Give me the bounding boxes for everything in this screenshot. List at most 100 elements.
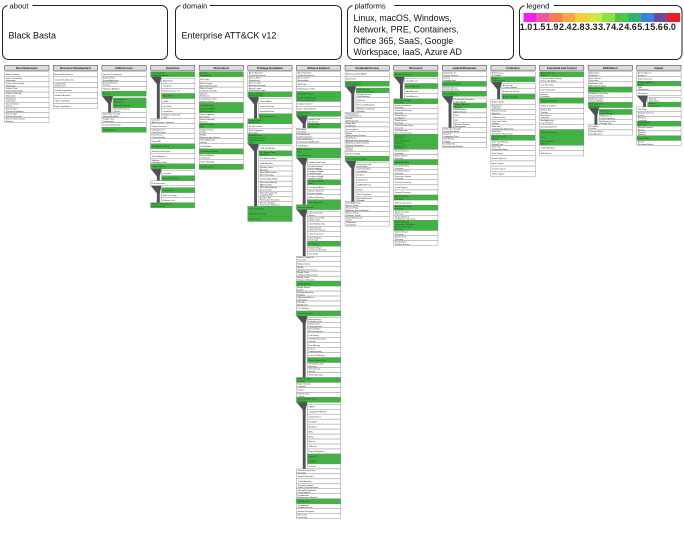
svg-text:Adversary-in-: Adversary-in- xyxy=(492,72,504,75)
svg-text:Process Injection: Process Injection xyxy=(249,208,264,211)
svg-text:AppleScript: AppleScript xyxy=(163,80,173,83)
svg-text:Disable or Modify: Disable or Modify xyxy=(309,171,324,173)
svg-text:Rootkit: Rootkit xyxy=(298,389,304,392)
svg-text:Input Capture: Input Capture xyxy=(346,128,358,131)
svg-text:Exploitation for: Exploitation for xyxy=(152,129,165,132)
svg-text:Discovery: Discovery xyxy=(395,127,404,129)
svg-text:Resolution: Resolution xyxy=(541,95,550,98)
svg-text:Gather Victim Host: Gather Victim Host xyxy=(6,77,23,80)
svg-text:Compromise Accounts: Compromise Accounts xyxy=(54,78,73,81)
svg-text:Impair Command: Impair Command xyxy=(309,191,324,193)
svg-text:Memory Injection: Memory Injection xyxy=(309,330,324,333)
svg-text:3.3: 3.3 xyxy=(585,22,598,32)
svg-text:Network Medium: Network Medium xyxy=(589,95,604,98)
svg-text:Data: Data xyxy=(638,86,643,89)
svg-text:Phishing for: Phishing for xyxy=(6,98,17,100)
svg-text:Process: Process xyxy=(309,349,316,351)
svg-text:Management: Management xyxy=(454,125,466,128)
svg-text:Cloud Firewall: Cloud Firewall xyxy=(309,173,322,175)
svg-text:Forced: Forced xyxy=(346,118,352,120)
svg-text:Control Panel: Control Panel xyxy=(309,415,321,418)
svg-text:Thread Local: Thread Local xyxy=(309,369,321,371)
svg-text:Windows Service: Windows Service xyxy=(260,116,275,118)
svg-text:Compromise Client: Compromise Client xyxy=(200,97,217,100)
svg-text:Regsvcs/Regasm: Regsvcs/Regasm xyxy=(309,451,325,453)
svg-text:Deployment Tools: Deployment Tools xyxy=(443,135,458,138)
svg-text:Escape to Host: Escape to Host xyxy=(249,125,263,128)
svg-text:Data Encrypted for: Data Encrypted for xyxy=(638,81,655,84)
svg-text:Active Scanning: Active Scanning xyxy=(6,73,20,76)
svg-text:Launchctl: Launchctl xyxy=(163,172,172,175)
svg-text:C2 Channel: C2 Channel xyxy=(589,90,600,92)
svg-text:Transfer: Transfer xyxy=(541,112,548,114)
svg-text:Channels: Channels xyxy=(541,117,549,119)
svg-text:4.2: 4.2 xyxy=(611,22,624,32)
svg-text:Transfer Data to: Transfer Data to xyxy=(589,130,603,133)
svg-text:Physical Medium: Physical Medium xyxy=(589,101,604,103)
svg-text:Dylib Hijacking: Dylib Hijacking xyxy=(260,163,273,165)
svg-text:Network Share: Network Share xyxy=(309,246,322,249)
svg-text:Request Generation: Request Generation xyxy=(346,144,363,147)
svg-text:Communication Through: Communication Through xyxy=(541,77,562,80)
svg-text:Security Account: Security Account xyxy=(357,197,372,200)
svg-text:DCSync: DCSync xyxy=(357,175,364,177)
svg-text:Modification: Modification xyxy=(309,126,319,129)
svg-text:Domain Policy: Domain Policy xyxy=(298,112,310,114)
svg-text:Native API: Native API xyxy=(152,140,162,143)
svg-text:Supply Chain: Supply Chain xyxy=(103,119,115,121)
svg-text:Brute Force: Brute Force xyxy=(346,78,356,81)
svg-text:Removal: Removal xyxy=(638,75,646,77)
svg-text:Network Information: Network Information xyxy=(6,89,23,92)
svg-text:Browser Bookmark: Browser Bookmark xyxy=(395,105,411,107)
svg-text:Search Order: Search Order xyxy=(260,190,272,192)
svg-text:Controls: Controls xyxy=(298,395,305,398)
svg-text:Dynamic: Dynamic xyxy=(541,94,549,96)
svg-text:System Script Proxy: System Script Proxy xyxy=(298,469,315,472)
svg-text:Modification: Modification xyxy=(298,303,308,306)
svg-text:Hijacking: Hijacking xyxy=(260,169,268,171)
svg-text:Modify Cloud: Modify Cloud xyxy=(298,272,309,274)
svg-text:Component: Component xyxy=(200,156,210,159)
svg-text:Keychain: Keychain xyxy=(357,100,365,102)
svg-text:Container: Container xyxy=(152,119,161,122)
svg-text:Endpoint Denial of: Endpoint Denial of xyxy=(638,112,654,115)
svg-text:Steal or Forge: Steal or Forge xyxy=(346,211,358,214)
svg-text:Valid Accounts: Valid Accounts xyxy=(200,166,213,169)
svg-text:Administration Command: Administration Command xyxy=(152,121,174,124)
svg-text:Template Injection: Template Injection xyxy=(298,475,314,478)
svg-text:Group Policy: Group Policy xyxy=(309,124,320,126)
svg-text:Launch Daemon: Launch Daemon xyxy=(260,106,274,108)
svg-text:Local Account: Local Account xyxy=(406,95,419,98)
svg-text:Cloud Storage: Cloud Storage xyxy=(600,112,612,115)
svg-text:Technical Databases: Technical Databases xyxy=(6,110,24,113)
svg-text:OS Credential Dumping: OS Credential Dumping xyxy=(346,157,366,160)
svg-text:Scheduled Task/Job: Scheduled Task/Job xyxy=(200,151,217,153)
svg-text:Admin Shares: Admin Shares xyxy=(454,110,466,113)
svg-text:Exploitation for: Exploitation for xyxy=(346,112,359,115)
svg-text:Rundll32: Rundll32 xyxy=(309,461,317,463)
svg-text:Flow: Flow xyxy=(200,127,205,129)
svg-text:Windows Command: Windows Command xyxy=(163,115,180,117)
svg-text:Valid Accounts: Valid Accounts xyxy=(103,129,116,132)
svg-text:Compromise: Compromise xyxy=(54,83,65,85)
svg-text:Data from: Data from xyxy=(492,125,501,128)
svg-text:Collection: Collection xyxy=(492,107,501,110)
svg-text:Traffic Signaling: Traffic Signaling xyxy=(200,161,214,163)
svg-text:Removable Media: Removable Media xyxy=(103,116,120,118)
svg-text:Data from: Data from xyxy=(492,130,501,133)
svg-text:Direct Volume Access: Direct Volume Access xyxy=(298,108,317,111)
svg-text:Discovery: Discovery xyxy=(395,168,404,170)
svg-text:Unsecured: Unsecured xyxy=(346,222,355,224)
svg-text:Configuration Repository: Configuration Repository xyxy=(492,127,513,130)
svg-text:Cookie: Cookie xyxy=(346,220,352,222)
svg-text:COR_PROFILER: COR_PROFILER xyxy=(260,148,276,150)
svg-text:Guardrails: Guardrails xyxy=(298,132,307,134)
svg-text:BITS Jobs: BITS Jobs xyxy=(298,84,307,86)
svg-text:Replication Through: Replication Through xyxy=(443,128,460,131)
svg-text:Exploitation for: Exploitation for xyxy=(298,133,311,136)
svg-text:Connection Removal: Connection Removal xyxy=(309,249,328,252)
svg-text:Command and Control: Command and Control xyxy=(547,66,577,70)
svg-text:Build Image on Host: Build Image on Host xyxy=(298,88,316,91)
svg-text:Services Registry: Services Registry xyxy=(260,201,275,204)
svg-text:CMSTP: CMSTP xyxy=(309,406,316,408)
